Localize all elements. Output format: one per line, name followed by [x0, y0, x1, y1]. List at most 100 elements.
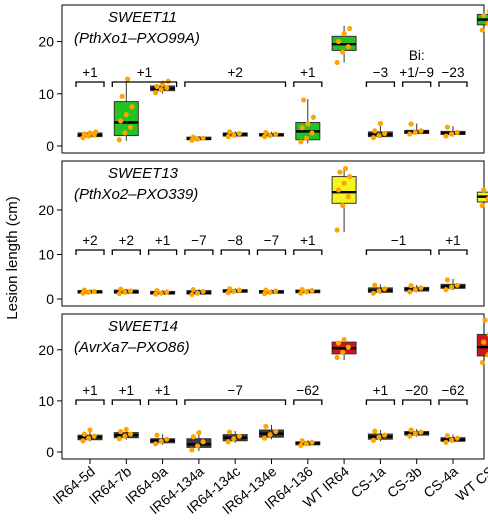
annotation-label: +1 [82, 383, 97, 398]
data-point [225, 290, 231, 296]
bracket-line [220, 249, 250, 255]
box-body [476, 333, 488, 357]
box-ir64-134c [222, 286, 248, 296]
y-tick-label: 20 [38, 34, 54, 50]
data-point [263, 287, 269, 293]
annotation-label: −1 [391, 233, 406, 248]
bracket-line [438, 399, 468, 405]
box-ir64-136 [295, 97, 321, 145]
data-point [299, 287, 305, 293]
box-cs-1a [367, 428, 393, 443]
data-point [370, 437, 376, 443]
data-point [231, 288, 237, 295]
annotation-bracket: +1 [147, 383, 178, 405]
annotation-bracket: +1 [293, 233, 323, 255]
data-point [231, 132, 237, 138]
data-point [273, 428, 279, 435]
bracket-line [111, 399, 141, 405]
data-point [335, 38, 342, 45]
data-point [165, 78, 171, 84]
data-point [154, 83, 160, 90]
box-cs-4a [440, 124, 466, 139]
data-point [340, 349, 346, 355]
annotation-bracket: +1 [75, 383, 105, 405]
annotation-bracket: +1 [111, 65, 178, 87]
data-point [227, 129, 233, 135]
box-ir64-136 [295, 438, 321, 448]
data-point [91, 288, 97, 295]
box-ir64-7b [113, 76, 139, 143]
box-ir64-134a [186, 429, 212, 453]
bracket-line [184, 81, 287, 87]
annotation-bracket: +2 [184, 65, 287, 87]
data-point [190, 434, 196, 440]
data-point [479, 202, 485, 209]
annotation-bracket: +1 [365, 383, 396, 405]
annotation-bracket: −62 [293, 383, 323, 405]
data-point [164, 85, 170, 91]
data-point [158, 87, 164, 93]
annotation-bracket: +1 [147, 233, 178, 255]
panels: 0 10 20 SWEET11 (PthXo1–PXO99A) +1 +1 +2 +1 −3 +1/… [38, 4, 488, 460]
box-ir64-134c [222, 429, 248, 445]
data-point [334, 227, 340, 233]
data-point [454, 435, 460, 441]
box-ir64-136 [295, 287, 321, 296]
data-point [196, 429, 202, 436]
annotation-prefix: Bi: [409, 48, 425, 63]
data-point [345, 44, 351, 50]
data-point [377, 120, 383, 127]
annotation-label: +1 [155, 233, 170, 248]
data-point [118, 428, 124, 435]
data-point [335, 340, 342, 346]
annotation-bracket: −20 [402, 383, 432, 405]
bracket-line [256, 249, 287, 255]
data-point [309, 439, 315, 445]
data-point [407, 289, 413, 295]
annotation-bracket: +1 [75, 65, 105, 87]
data-point [189, 447, 195, 453]
box-ir64-9a [150, 287, 176, 297]
annotation-bracket: −1 [365, 233, 432, 255]
annotation-label: +2 [227, 65, 242, 80]
data-point [301, 97, 307, 103]
box-cs-3b [404, 121, 430, 137]
box-ir64-134e [259, 423, 284, 441]
y-tick-label: 20 [38, 342, 54, 358]
data-point [341, 336, 347, 343]
data-point [160, 81, 166, 87]
box-ir64-5d [77, 427, 103, 444]
data-point [449, 437, 455, 443]
data-point [200, 439, 206, 445]
data-point [382, 432, 388, 438]
annotation-bracket: +2 [75, 233, 105, 255]
bracket-line [365, 249, 432, 255]
annotation-label: −7 [227, 383, 242, 398]
bracket-line [293, 399, 323, 405]
data-point [154, 432, 160, 438]
data-point [370, 290, 376, 296]
annotation-bracket: −7 [256, 233, 287, 255]
x-axis-ticks: IR64-5dIR64-7bIR64-9aIR64-134aIR64-134cI… [49, 459, 488, 517]
data-point [341, 31, 347, 37]
box-cs-4a [440, 277, 466, 293]
data-point [407, 131, 413, 137]
box-cs-3b [404, 283, 430, 295]
data-point [305, 121, 311, 127]
data-point [190, 134, 196, 140]
annotation-label: −8 [227, 233, 242, 248]
annotation-bracket: +1 [293, 65, 323, 87]
data-point [481, 187, 487, 193]
data-point [236, 287, 242, 293]
data-point [444, 124, 450, 130]
data-point [164, 289, 170, 295]
data-point [303, 289, 309, 295]
box-ir64-5d [77, 287, 103, 296]
data-point [263, 129, 269, 136]
data-point [225, 134, 231, 140]
data-point [189, 291, 195, 298]
data-point [200, 135, 206, 141]
data-point [116, 436, 122, 442]
annotation-bracket: −3 [365, 65, 396, 87]
annotation-bracket: +1 [438, 233, 468, 255]
